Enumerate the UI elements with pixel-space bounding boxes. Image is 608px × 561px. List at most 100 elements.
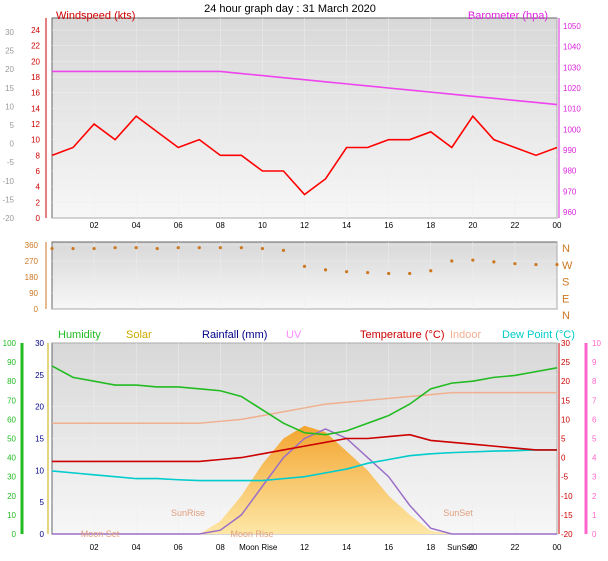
windspeed-tick-label: 14 [31, 104, 40, 113]
direction-point [323, 268, 328, 272]
direction-tick-label: 0 [34, 305, 39, 314]
humidity-line [51, 365, 558, 436]
moonrise-label: Moon Rise [230, 529, 273, 539]
direction-point [302, 264, 307, 268]
wind-x-tick-label: 22 [510, 221, 519, 230]
wind-x-tick-label: 02 [90, 221, 99, 230]
uv-tick-label: 1 [592, 511, 597, 520]
uv-tick-label: 6 [592, 415, 597, 424]
wind-x-tick-label: 16 [384, 221, 393, 230]
windspeed-tick-label: 20 [31, 57, 40, 66]
climate-x-tick-label: Moon Rise [239, 543, 278, 552]
legend-item: Dew Point (°C) [502, 329, 575, 341]
sunrise-label: SunRise [171, 508, 205, 518]
legend-item: Solar [126, 329, 152, 341]
sunset-label: SunSet [443, 508, 473, 518]
barometer-tick-label: 970 [563, 187, 577, 196]
climate-left-tick-label: 0 [40, 530, 45, 539]
barometer-tick-label: 1000 [563, 125, 581, 134]
direction-point [113, 246, 117, 250]
windspeed-line [51, 114, 558, 196]
climate-x-tick-label: 04 [132, 543, 141, 552]
direction-point [92, 246, 96, 251]
wind-outer-tick-label: 10 [5, 102, 14, 111]
humidity-tick-label: 0 [12, 530, 17, 539]
dew-point-line [51, 449, 557, 482]
wind-x-tick-label: 06 [174, 221, 183, 230]
barometer-tick-label: 1010 [563, 105, 581, 114]
climate-x-tick-label: SunSet [447, 543, 474, 552]
wind-outer-tick-label: -5 [7, 158, 15, 167]
wind-x-tick-label: 04 [132, 221, 141, 230]
direction-point [344, 270, 349, 274]
barometer-tick-label: 1050 [563, 22, 581, 31]
legend-item: Humidity [58, 329, 101, 341]
wind-outer-axis: 30 25 20 15 10 5 0 -5 -10 -15 -20 [2, 28, 14, 223]
uv-tick-label: 10 [592, 339, 601, 348]
direction-tick-label: 270 [25, 257, 39, 266]
climate-x-tick-label: 08 [216, 543, 225, 552]
direction-point [450, 259, 454, 263]
wind-x-tick-label: 14 [342, 221, 351, 230]
direction-tick-label: 360 [25, 241, 39, 250]
legend-item: Indoor [450, 329, 482, 341]
wind-outer-tick-label: -20 [2, 214, 14, 223]
humidity-tick-label: 20 [7, 492, 16, 501]
compass-label: W [562, 260, 573, 272]
direction-point [555, 262, 559, 267]
climate-left-tick-label: 30 [35, 339, 44, 348]
temperature-tick-label: 0 [561, 454, 566, 463]
moonset-label: Moon Set [81, 529, 120, 539]
climate-legend: Humidity Solar Rainfall (mm) UV Temperature … [58, 329, 575, 341]
direction-point [218, 246, 222, 250]
solar-area [52, 425, 557, 534]
wind-outer-tick-label: 15 [5, 84, 14, 93]
climate-x-tick-label: 14 [342, 543, 351, 552]
climate-left-tick-label: 5 [40, 498, 45, 507]
barometer-tick-label: 1030 [563, 63, 581, 72]
barometer-line [52, 70, 558, 106]
uv-tick-label: 3 [592, 473, 597, 482]
direction-point [50, 246, 54, 251]
uv-tick-label: 7 [592, 396, 597, 405]
windspeed-tick-label: 12 [31, 120, 40, 129]
direction-point [155, 246, 159, 251]
climate-x-tick-label: 06 [174, 543, 183, 552]
direction-point [429, 269, 433, 273]
humidity-tick-label: 90 [7, 358, 16, 367]
barometer-tick-label: 1040 [563, 43, 581, 52]
direction-point [513, 262, 517, 266]
wind-outer-tick-label: 30 [5, 28, 14, 37]
humidity-tick-label: 50 [7, 435, 16, 444]
barometer-tick-label: 1020 [563, 84, 581, 93]
wind-x-tick-label: 12 [300, 221, 309, 230]
direction-tick-label: 90 [29, 289, 38, 298]
wind-outer-tick-label: -10 [2, 177, 14, 186]
climate-left-tick-label: 25 [35, 371, 44, 380]
climate-x-tick-label: 20 [468, 543, 477, 552]
direction-point [492, 260, 496, 264]
climate-series [51, 365, 558, 535]
windspeed-tick-label: 4 [36, 183, 41, 192]
direction-axis: 360 270 180 90 0 [25, 241, 47, 314]
temperature-tick-label: 25 [561, 358, 570, 367]
wind-outer-tick-label: 0 [10, 140, 15, 149]
temperature-tick-label: 5 [561, 435, 566, 444]
compass-label: N [562, 243, 570, 255]
uv-line [52, 428, 557, 535]
direction-point [176, 246, 180, 250]
barometer-title: Barometer (hpa) [468, 10, 548, 22]
uv-tick-label: 0 [592, 530, 597, 539]
legend-item: UV [286, 329, 302, 341]
humidity-tick-label: 60 [7, 415, 16, 424]
wind-x-axis: 02 04 06 08 10 12 14 16 18 20 22 00 [90, 221, 562, 230]
wind-grid [52, 18, 558, 219]
climate-left-axis: 30 25 20 15 10 5 0 [35, 339, 49, 539]
wind-outer-tick-label: 5 [10, 121, 15, 130]
wind-outer-tick-label: 25 [5, 47, 14, 56]
barometer-tick-label: 980 [563, 167, 577, 176]
compass-label: S [562, 277, 569, 289]
